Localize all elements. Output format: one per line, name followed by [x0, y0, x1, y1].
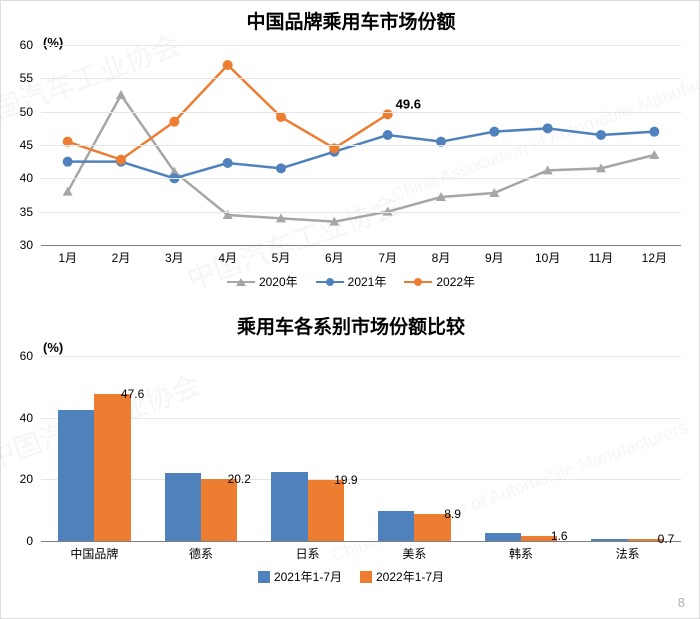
- bar: [271, 472, 307, 541]
- gridline: [41, 78, 681, 79]
- gridline: [41, 356, 681, 357]
- bar: [165, 473, 201, 541]
- series-marker: [63, 157, 73, 167]
- bar-chart-y-axis: 0204060: [1, 356, 37, 541]
- series-marker: [223, 158, 233, 168]
- series-marker: [596, 130, 606, 140]
- y-tick-label: 35: [0, 205, 33, 219]
- line-chart-plot: 49.6: [41, 45, 681, 245]
- data-label: 8.9: [444, 507, 461, 521]
- x-tick-label: 德系: [189, 545, 213, 562]
- x-tick-label: 日系: [296, 545, 320, 562]
- series-line: [68, 95, 655, 222]
- y-tick-label: 55: [0, 71, 33, 85]
- series-marker: [63, 187, 73, 196]
- bar: [201, 479, 237, 541]
- bar-chart-x-axis: 中国品牌 德系 日系 美系 韩系 法系: [41, 545, 681, 563]
- x-tick-label: 3月: [165, 249, 184, 266]
- x-tick-label: 法系: [616, 545, 640, 562]
- line-chart-x-axis: 1月 2月 3月 4月 5月 6月 7月 8月 9月 10月 11月 12月: [41, 249, 681, 267]
- data-label: 1.6: [551, 529, 568, 543]
- bar: [308, 480, 344, 541]
- gridline: [41, 45, 681, 46]
- x-tick-label: 12月: [642, 249, 667, 266]
- bar: [378, 511, 414, 541]
- x-tick-label: 韩系: [509, 545, 533, 562]
- x-tick-label: 2月: [112, 249, 131, 266]
- y-tick-label: 30: [0, 238, 33, 252]
- y-tick-label: 45: [0, 138, 33, 152]
- series-marker: [116, 155, 126, 165]
- legend-item: 2021年1-7月: [258, 568, 342, 585]
- x-tick-label: 1月: [58, 249, 77, 266]
- x-tick-label: 美系: [402, 545, 426, 562]
- data-label: 0.7: [658, 532, 675, 546]
- x-tick-label: 11月: [589, 249, 613, 266]
- y-tick-label: 40: [0, 171, 33, 185]
- series-marker: [169, 117, 179, 127]
- bar: [58, 410, 94, 541]
- y-tick-label: 40: [0, 411, 33, 425]
- series-marker: [489, 127, 499, 137]
- bar-chart-legend: 2021年1-7月 2022年1-7月: [1, 568, 700, 585]
- line-chart-title: 中国品牌乘用车市场份额: [1, 1, 700, 34]
- line-chart: 中国品牌乘用车市场份额 (%) 30354045505560 49.6 1月2月…: [1, 1, 700, 306]
- series-marker: [543, 123, 553, 133]
- gridline: [41, 178, 681, 179]
- x-tick-label: 8月: [432, 249, 451, 266]
- series-marker: [649, 127, 659, 137]
- y-tick-label: 60: [0, 349, 33, 363]
- x-tick-label: 5月: [272, 249, 291, 266]
- data-label: 19.9: [334, 473, 357, 487]
- legend-item: 2022年1-7月: [360, 568, 444, 585]
- gridline: [41, 145, 681, 146]
- data-label: 47.6: [121, 387, 144, 401]
- line-chart-legend: 2020年 2021年 2022年: [1, 273, 700, 290]
- x-tick-label: 中国品牌: [70, 545, 118, 562]
- x-tick-label: 6月: [325, 249, 344, 266]
- bar-chart-y-unit: (%): [43, 340, 63, 355]
- line-chart-y-axis: 30354045505560: [1, 45, 37, 245]
- x-tick-label: 4月: [218, 249, 237, 266]
- gridline: [41, 112, 681, 113]
- y-tick-label: 20: [0, 472, 33, 486]
- bar-chart: 乘用车各系别市场份额比较 (%) 0 20 40 60 47.6 20.2 19.9 8.9…: [1, 306, 700, 606]
- page-number: 8: [678, 595, 685, 610]
- series-marker: [223, 60, 233, 70]
- y-tick-label: 0: [0, 534, 33, 548]
- bar: [485, 533, 521, 541]
- y-tick-label: 50: [0, 105, 33, 119]
- legend-item: 2021年: [316, 273, 387, 290]
- bar-chart-plot: 47.620.219.98.91.60.7: [41, 356, 681, 541]
- legend-item: 2020年: [227, 273, 298, 290]
- bar-chart-title: 乘用车各系别市场份额比较: [1, 306, 700, 339]
- gridline: [41, 212, 681, 213]
- data-label: 49.6: [396, 96, 421, 111]
- data-label: 20.2: [228, 472, 251, 486]
- series-marker: [649, 150, 659, 159]
- legend-item: 2022年: [404, 273, 475, 290]
- series-marker: [116, 90, 126, 99]
- y-tick-label: 60: [0, 38, 33, 52]
- x-tick-label: 10月: [535, 249, 560, 266]
- gridline: [41, 479, 681, 480]
- x-tick-label: 7月: [378, 249, 397, 266]
- x-tick-label: 9月: [485, 249, 504, 266]
- gridline: [41, 418, 681, 419]
- series-marker: [276, 112, 286, 122]
- bar: [94, 394, 130, 541]
- series-marker: [276, 163, 286, 173]
- bar: [591, 539, 627, 541]
- series-marker: [383, 130, 393, 140]
